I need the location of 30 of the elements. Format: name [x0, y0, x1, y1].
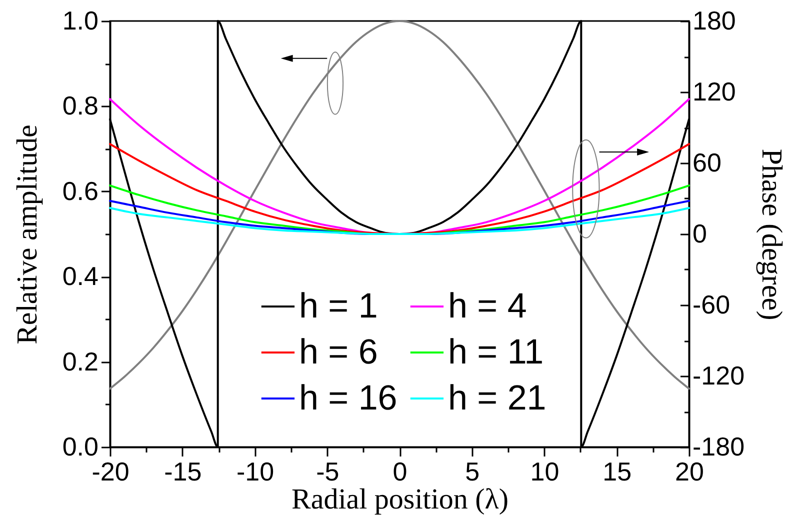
legend-label: h = 11	[448, 332, 544, 372]
y2-tick-label: 180	[692, 6, 736, 36]
line-series	[109, 143, 690, 235]
legend-label: h = 1	[298, 286, 378, 326]
x-tick-label: -10	[236, 456, 274, 486]
x-tick-label: 0	[392, 456, 408, 486]
y2-tick-label: 60	[692, 148, 722, 178]
y-tick-label: 1.0	[62, 6, 98, 36]
y2-tick-label: -120	[692, 360, 745, 390]
y2-tick-label: 120	[692, 76, 736, 106]
line-series	[109, 98, 690, 235]
legend-label: h = 16	[298, 378, 398, 418]
x-tick-label: 10	[530, 456, 560, 486]
x-tick-label: 15	[602, 456, 632, 486]
y2-tick-label: 0	[692, 218, 707, 248]
legend-label: h = 21	[448, 378, 546, 418]
y-tick-label: 0.2	[62, 346, 98, 376]
x-axis-title: Radial position (λ)	[291, 484, 509, 516]
y2-axis-title: Phase (degree)	[756, 148, 787, 320]
y-axis-title: Relative amplitude	[11, 124, 44, 344]
y-tick-label: 0.4	[62, 261, 98, 292]
x-tick-label: 5	[465, 456, 480, 486]
x-tick-label: -15	[164, 456, 202, 486]
legend-label: h = 4	[448, 286, 527, 326]
y2-tick-label: -60	[692, 290, 730, 320]
y-tick-label: 0.8	[62, 90, 98, 121]
line-series	[109, 206, 690, 235]
legend-label: h = 6	[298, 332, 378, 372]
x-tick-label: -5	[316, 456, 340, 486]
y-tick-label: 0.6	[62, 176, 98, 206]
